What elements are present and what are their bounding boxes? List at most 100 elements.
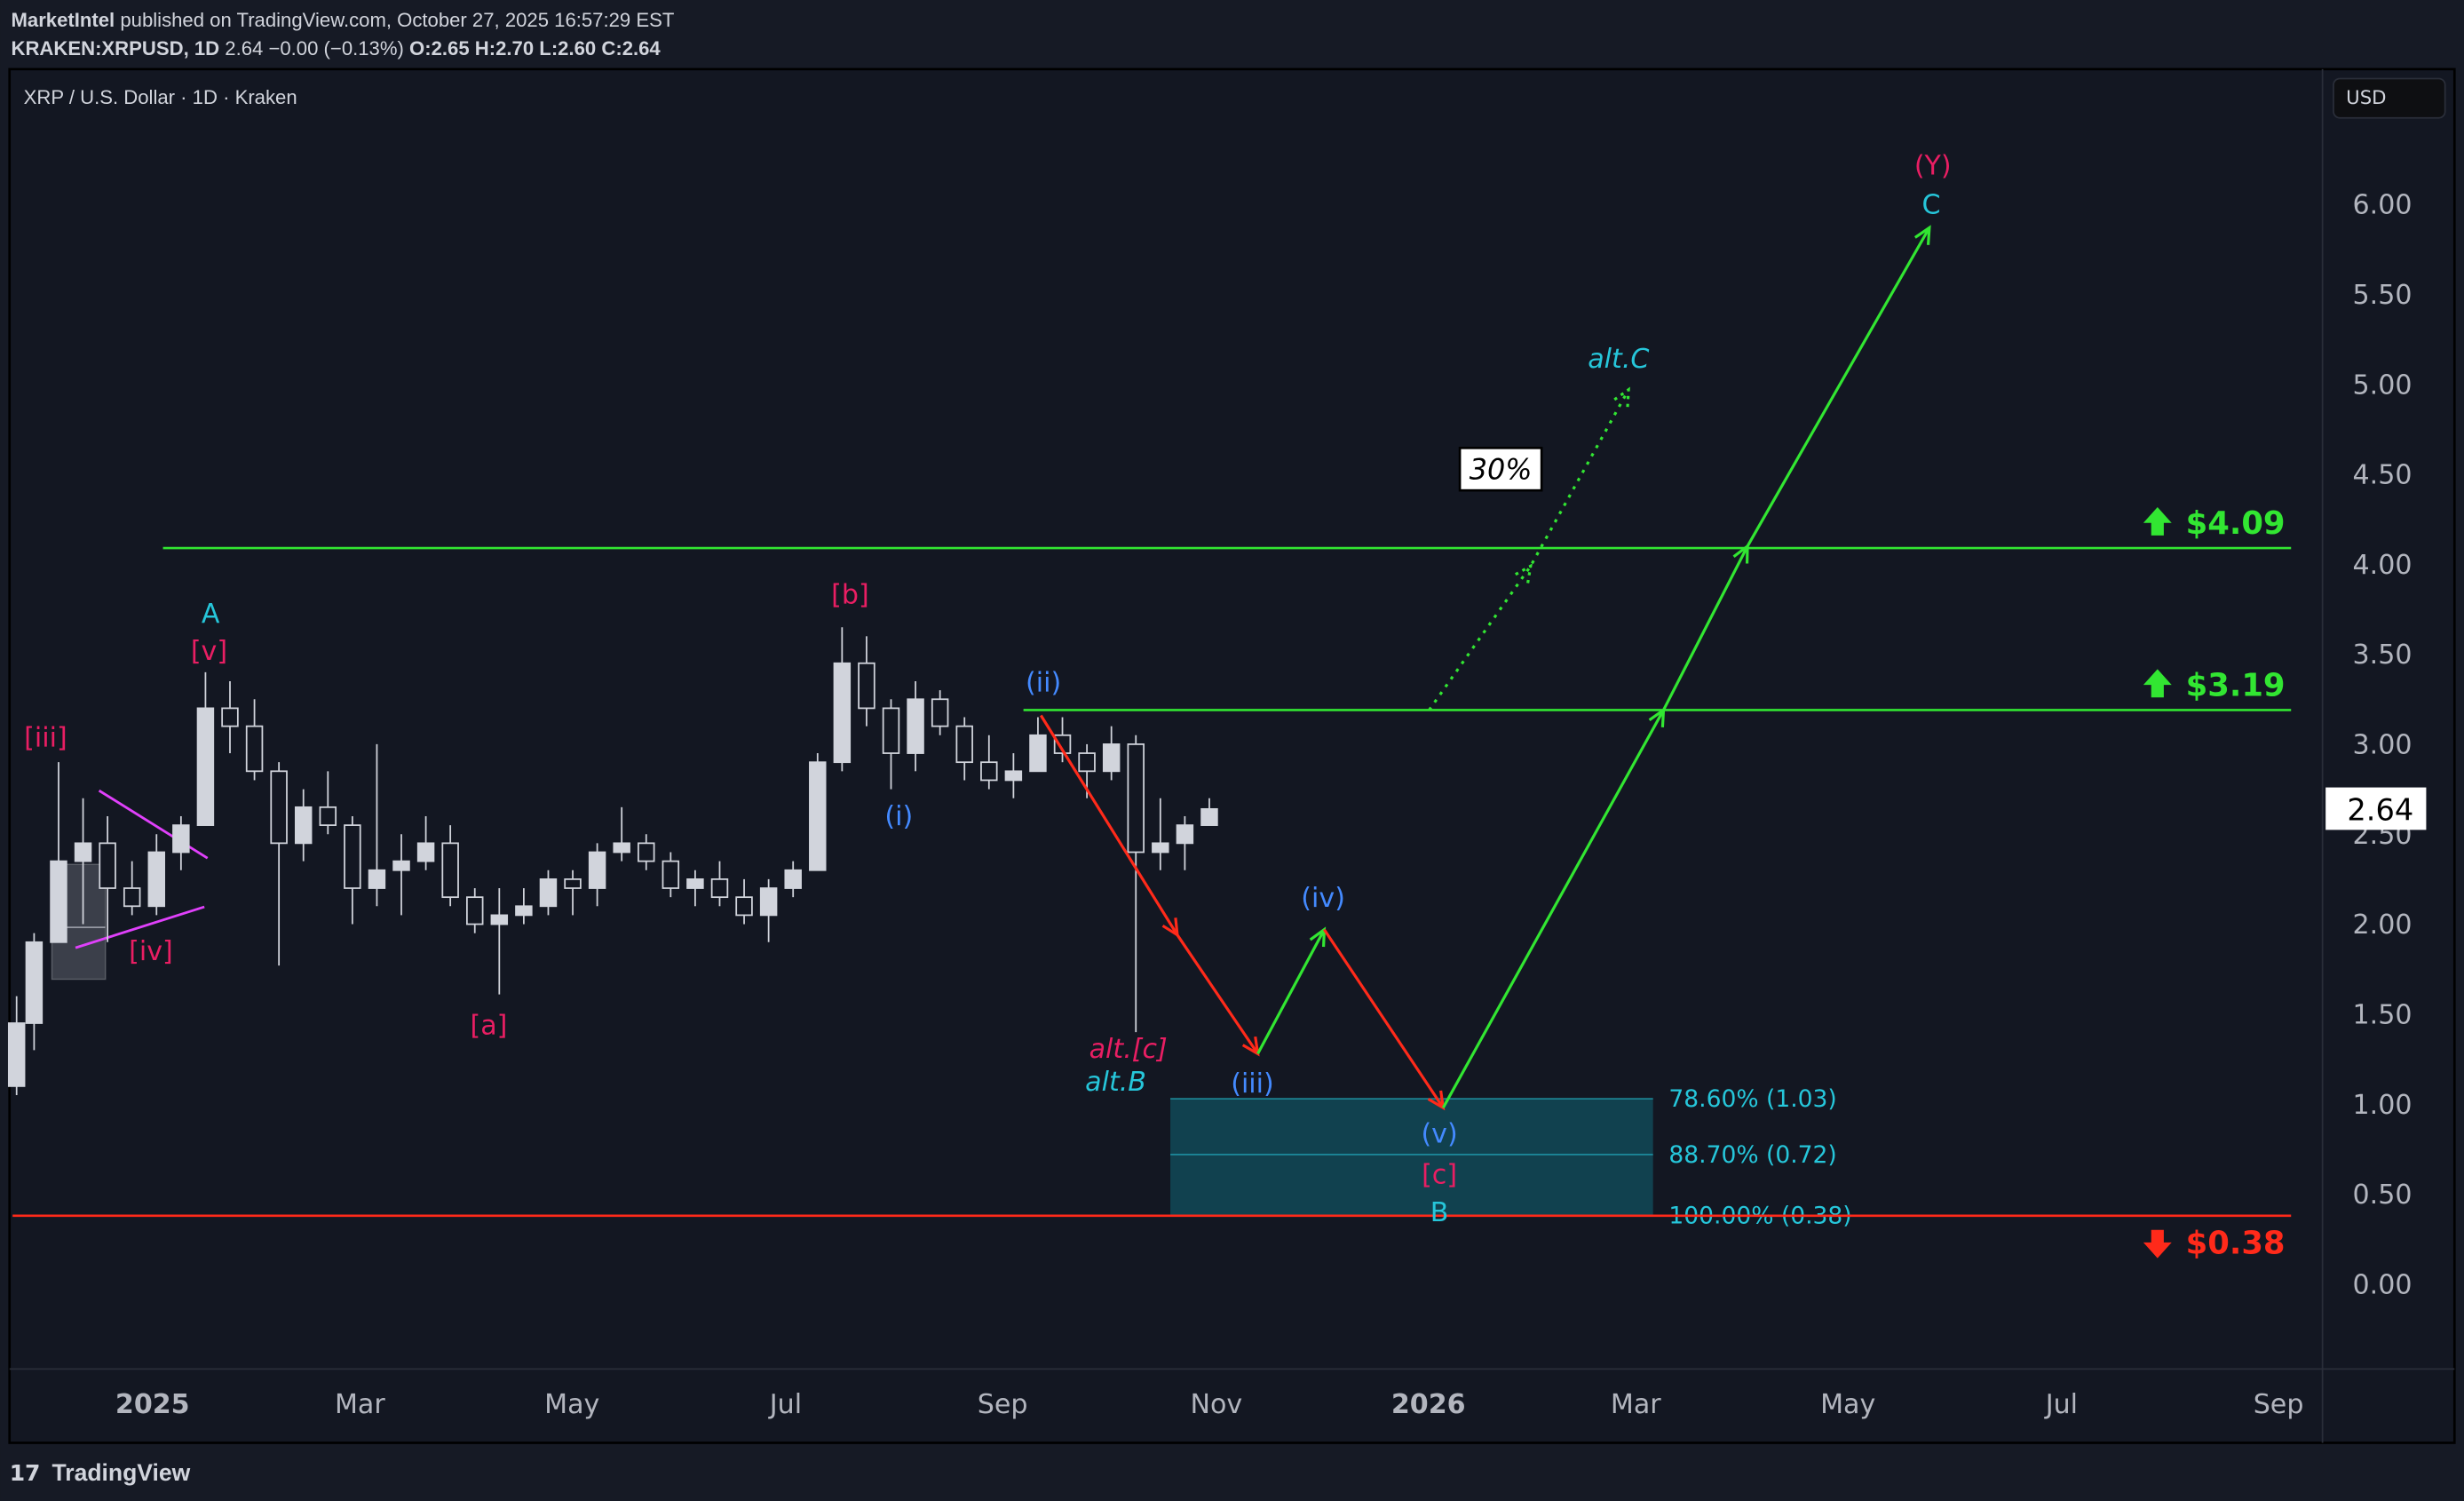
time-tick-label: Nov xyxy=(1190,1389,1242,1420)
candle-body xyxy=(221,707,239,727)
candle xyxy=(1004,753,1023,798)
probability-box xyxy=(1458,447,1543,492)
time-tick-label: Mar xyxy=(1611,1389,1661,1420)
time-tick-label: Sep xyxy=(978,1389,1028,1420)
candle xyxy=(123,861,141,916)
last-price-badge: 2.64 xyxy=(2325,787,2427,830)
candle xyxy=(221,681,239,754)
probability-label: 30% xyxy=(1470,453,1533,487)
time-tick-label: May xyxy=(1820,1389,1875,1420)
candle-body xyxy=(809,761,827,871)
price-tick-label: 5.00 xyxy=(2353,369,2413,401)
candle xyxy=(980,735,998,790)
wave-label: (iv) xyxy=(1301,883,1345,914)
candle-body xyxy=(196,707,215,826)
wave-label: [c] xyxy=(1422,1160,1457,1191)
candle-body xyxy=(147,851,166,908)
candle xyxy=(1152,798,1169,870)
time-tick-label: Jul xyxy=(768,1389,802,1420)
candle xyxy=(270,762,288,966)
price-tick-label: 5.50 xyxy=(2353,280,2413,311)
candle-body xyxy=(99,842,116,889)
candle-body xyxy=(735,896,753,917)
candle xyxy=(662,852,680,898)
candle-body xyxy=(319,806,337,826)
triangle-lower-line xyxy=(75,905,205,949)
price-axis[interactable]: 6.005.505.004.504.003.503.002.502.001.50… xyxy=(2353,190,2413,1301)
candle-body xyxy=(392,860,410,871)
svg-text:USD: USD xyxy=(2346,87,2386,109)
currency-button[interactable]: USD xyxy=(2333,77,2446,119)
candle xyxy=(147,834,166,916)
wave-label: alt.[c] xyxy=(1089,1034,1168,1065)
candle-body xyxy=(759,887,778,917)
time-tick-label: Mar xyxy=(335,1389,385,1420)
candle-body xyxy=(294,806,313,845)
candle xyxy=(74,798,92,925)
candle-body xyxy=(344,824,361,889)
wave-label: [b] xyxy=(831,580,869,611)
arrow-up-icon xyxy=(2143,669,2172,698)
candle xyxy=(50,762,67,943)
candle-body xyxy=(907,698,924,754)
arrowhead-icon xyxy=(1732,543,1749,564)
candle xyxy=(441,825,459,907)
candle-body xyxy=(270,770,288,845)
candle xyxy=(196,671,215,826)
candle xyxy=(368,743,386,907)
probability-badge: 30% xyxy=(1458,447,1543,492)
candle-body xyxy=(1102,743,1121,773)
candle-body xyxy=(686,878,704,889)
candle-body xyxy=(858,662,875,710)
candle-body xyxy=(50,860,67,943)
svg-text:TradingView: TradingView xyxy=(52,1459,191,1486)
candle xyxy=(907,681,924,772)
candle xyxy=(809,753,827,871)
candle-body xyxy=(1029,734,1047,773)
candle xyxy=(1176,815,1194,870)
wave-label: [v] xyxy=(191,636,227,667)
wave-label: (v) xyxy=(1421,1119,1457,1150)
candle-body xyxy=(172,824,190,854)
candle xyxy=(25,933,44,1051)
wave-label: C xyxy=(1921,190,1940,221)
level-label: $3.19 xyxy=(2186,667,2286,703)
svg-text:𝟭𝟳: 𝟭𝟳 xyxy=(10,1462,40,1486)
candle-body xyxy=(1053,734,1072,754)
arrow-up-icon xyxy=(2143,507,2172,536)
candle-body xyxy=(74,842,92,862)
fib-level-label: 88.70% (0.72) xyxy=(1668,1141,1836,1169)
candle-body xyxy=(1176,824,1194,845)
candle-body xyxy=(784,869,802,889)
arrow-down-icon xyxy=(2143,1229,2172,1259)
candles xyxy=(7,627,1218,1096)
fib-level-label: 78.60% (1.03) xyxy=(1668,1085,1836,1113)
candle-body xyxy=(123,887,141,908)
candle-body xyxy=(564,878,582,889)
price-tick-label: 4.00 xyxy=(2353,550,2413,581)
candle-body xyxy=(515,905,533,917)
candle-body xyxy=(25,941,44,1024)
candle xyxy=(588,843,606,907)
price-tick-label: 0.00 xyxy=(2353,1269,2413,1300)
wave-label: (Y) xyxy=(1914,150,1952,181)
tradingview-logo: 𝟭𝟳 TradingView xyxy=(10,1459,191,1486)
time-axis[interactable]: 2025 Mar May Jul Sep Nov 2026 Mar May Jul Sep xyxy=(115,1389,2304,1420)
candle xyxy=(1102,726,1121,781)
candle-body xyxy=(245,725,264,773)
candle-body xyxy=(416,842,435,862)
wave-label: [iii] xyxy=(24,723,67,754)
candle xyxy=(858,636,875,727)
arrowhead-icon xyxy=(1613,386,1630,408)
candle xyxy=(955,717,973,781)
fib-zone xyxy=(1170,1099,1653,1216)
candle-body xyxy=(662,860,680,889)
candle xyxy=(638,834,655,870)
candle xyxy=(344,815,361,925)
candle-body xyxy=(955,725,973,764)
candle xyxy=(515,888,533,925)
candle xyxy=(245,699,264,781)
candle xyxy=(1127,735,1145,1033)
candle xyxy=(319,771,337,835)
